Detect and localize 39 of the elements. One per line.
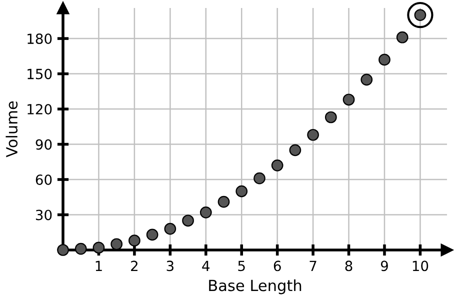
x-tick-label: 3 bbox=[166, 260, 174, 272]
y-tick-label: 60 bbox=[36, 174, 52, 185]
x-tick-label: 4 bbox=[202, 260, 210, 271]
point bbox=[110, 238, 123, 250]
x-tick-label: 2 bbox=[131, 260, 138, 271]
point bbox=[407, 2, 434, 28]
point bbox=[92, 242, 105, 254]
point bbox=[146, 228, 158, 241]
point bbox=[271, 159, 284, 172]
x-tick-label: 6 bbox=[274, 260, 281, 272]
x-tick-label: 8 bbox=[345, 260, 352, 272]
y-tick-label: 150 bbox=[28, 68, 52, 80]
x-tick-label: 1 bbox=[96, 260, 102, 271]
point bbox=[360, 74, 373, 86]
x-tick-label: 5 bbox=[238, 260, 245, 272]
point bbox=[254, 172, 266, 184]
x-tick-label: 7 bbox=[310, 260, 316, 271]
point bbox=[74, 242, 87, 255]
point bbox=[396, 31, 408, 44]
point bbox=[307, 128, 319, 141]
point bbox=[324, 111, 337, 124]
y-tick-label: 30 bbox=[36, 210, 52, 220]
point bbox=[164, 222, 176, 235]
y-tick-label: 90 bbox=[36, 139, 52, 150]
point bbox=[289, 144, 302, 156]
point bbox=[200, 206, 212, 218]
point bbox=[128, 234, 140, 247]
point bbox=[57, 244, 69, 256]
point bbox=[378, 54, 390, 66]
y-tick-label: 180 bbox=[28, 34, 52, 44]
point bbox=[236, 185, 248, 198]
point bbox=[182, 214, 194, 227]
x-tick-label: 10 bbox=[412, 260, 428, 272]
x-axis-title: Base Length bbox=[209, 279, 302, 294]
y-axis-title: Volume bbox=[6, 101, 18, 158]
point bbox=[342, 94, 355, 106]
point bbox=[218, 196, 230, 208]
x-tick-label: 9 bbox=[380, 260, 388, 272]
y-tick-label: 120 bbox=[28, 104, 52, 115]
